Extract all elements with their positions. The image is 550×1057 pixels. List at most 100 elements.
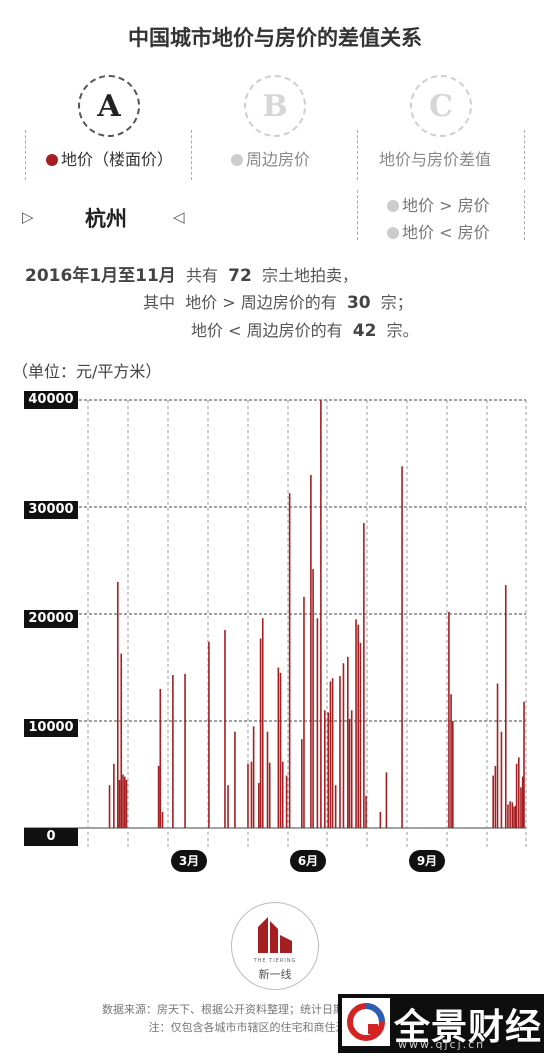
bar — [227, 785, 229, 828]
bar — [285, 775, 288, 828]
tab-c-label[interactable]: 地价与房价差值 — [379, 150, 492, 169]
brand-name: 新一线 — [258, 968, 292, 981]
prev-city-icon[interactable]: ▷ — [22, 208, 34, 226]
bar — [303, 596, 305, 828]
bar — [342, 663, 345, 828]
bar — [184, 673, 186, 828]
bar — [277, 667, 280, 828]
city-name: 杭州 — [85, 207, 127, 231]
grey-dot-icon — [387, 227, 399, 239]
grey-dot-icon — [387, 200, 399, 212]
month-label-jun: 6月 — [290, 850, 326, 872]
bar — [496, 683, 499, 828]
red-dot-icon — [46, 154, 58, 166]
summary-line-2: 其中 地价 > 周边房价的有 30 宗； — [143, 293, 413, 313]
bar — [123, 776, 126, 828]
brand-mark-icon — [258, 917, 292, 953]
bar — [334, 785, 337, 828]
bar — [316, 618, 319, 828]
bar — [450, 694, 452, 828]
brand-tagline: THE TIERING — [253, 958, 297, 964]
y-tick-label: 10000 — [24, 719, 78, 737]
divider — [25, 130, 26, 180]
divider — [524, 190, 525, 240]
bar — [385, 772, 388, 828]
next-city-icon[interactable]: ◁ — [173, 208, 185, 226]
land-price-chart — [24, 399, 527, 848]
bar — [357, 624, 360, 828]
bar — [266, 731, 269, 828]
tab-b-label[interactable]: 周边房价 — [231, 146, 310, 170]
watermark: 全景财经 www.qjcj.cn — [338, 994, 544, 1053]
bar — [517, 757, 520, 828]
bar — [281, 761, 284, 828]
bar — [122, 774, 124, 828]
bar — [268, 762, 271, 828]
bar — [320, 400, 322, 828]
bar — [250, 761, 253, 828]
bar — [504, 585, 507, 828]
bar — [401, 466, 403, 828]
brand-logo: THE TIERING 新一线 — [231, 902, 319, 990]
y-tick-label: 0 — [24, 828, 78, 846]
bar — [331, 678, 334, 828]
bar — [261, 618, 264, 828]
summary-line-3: 地价 < 周边房价的有 42 宗。 — [191, 321, 419, 341]
bar — [234, 731, 236, 828]
bar — [252, 726, 255, 828]
bar — [323, 710, 326, 828]
watermark-url: www.qjcj.cn — [398, 1038, 486, 1051]
bar — [346, 656, 349, 828]
tab-b[interactable]: B — [244, 75, 306, 137]
summary-line-1: 2016年1月至11月 共有 72 宗土地拍卖， — [25, 266, 359, 286]
bar — [310, 474, 312, 828]
bar — [520, 787, 522, 828]
unit-label: （单位：元/平方米） — [12, 362, 162, 381]
bar — [300, 739, 303, 828]
bar — [157, 765, 160, 828]
bar — [125, 779, 128, 828]
bar — [159, 688, 162, 828]
watermark-name: 全景财经 — [394, 1007, 543, 1048]
bar — [359, 642, 362, 828]
divider — [357, 190, 358, 240]
legend-item-land-gt: 地价 > 房价 — [387, 192, 490, 216]
bar — [350, 710, 353, 828]
bar — [161, 811, 164, 828]
y-tick-label: 20000 — [24, 610, 78, 628]
bar — [379, 811, 382, 828]
bar — [247, 763, 249, 828]
bar — [509, 801, 511, 828]
page-title: 中国城市地价与房价的差值关系 — [128, 26, 422, 50]
bar — [116, 581, 119, 828]
bar — [514, 805, 517, 828]
bar — [113, 763, 115, 828]
tab-c[interactable]: C — [410, 75, 472, 137]
bar — [339, 676, 341, 828]
bar — [365, 795, 367, 828]
y-tick-label: 30000 — [24, 501, 78, 519]
bar — [448, 611, 450, 828]
bar — [312, 569, 314, 828]
bar — [120, 653, 123, 828]
month-label-mar: 3月 — [171, 850, 207, 872]
bar — [259, 638, 262, 828]
tab-a-label[interactable]: 地价（楼面价） — [46, 146, 173, 170]
grey-dot-icon — [231, 154, 243, 166]
bar — [521, 776, 524, 828]
bar — [108, 785, 111, 828]
bar — [513, 806, 515, 828]
bar — [279, 672, 282, 828]
month-label-sep: 9月 — [409, 850, 445, 872]
bar — [348, 718, 351, 828]
bar — [224, 630, 226, 828]
divider — [524, 130, 525, 180]
tab-a[interactable]: A — [78, 75, 140, 137]
bar — [208, 641, 210, 828]
bar — [172, 674, 174, 828]
bar — [329, 681, 332, 828]
bar — [363, 523, 365, 828]
bar — [118, 779, 121, 828]
y-tick-label: 40000 — [24, 391, 78, 409]
bar — [258, 783, 260, 828]
